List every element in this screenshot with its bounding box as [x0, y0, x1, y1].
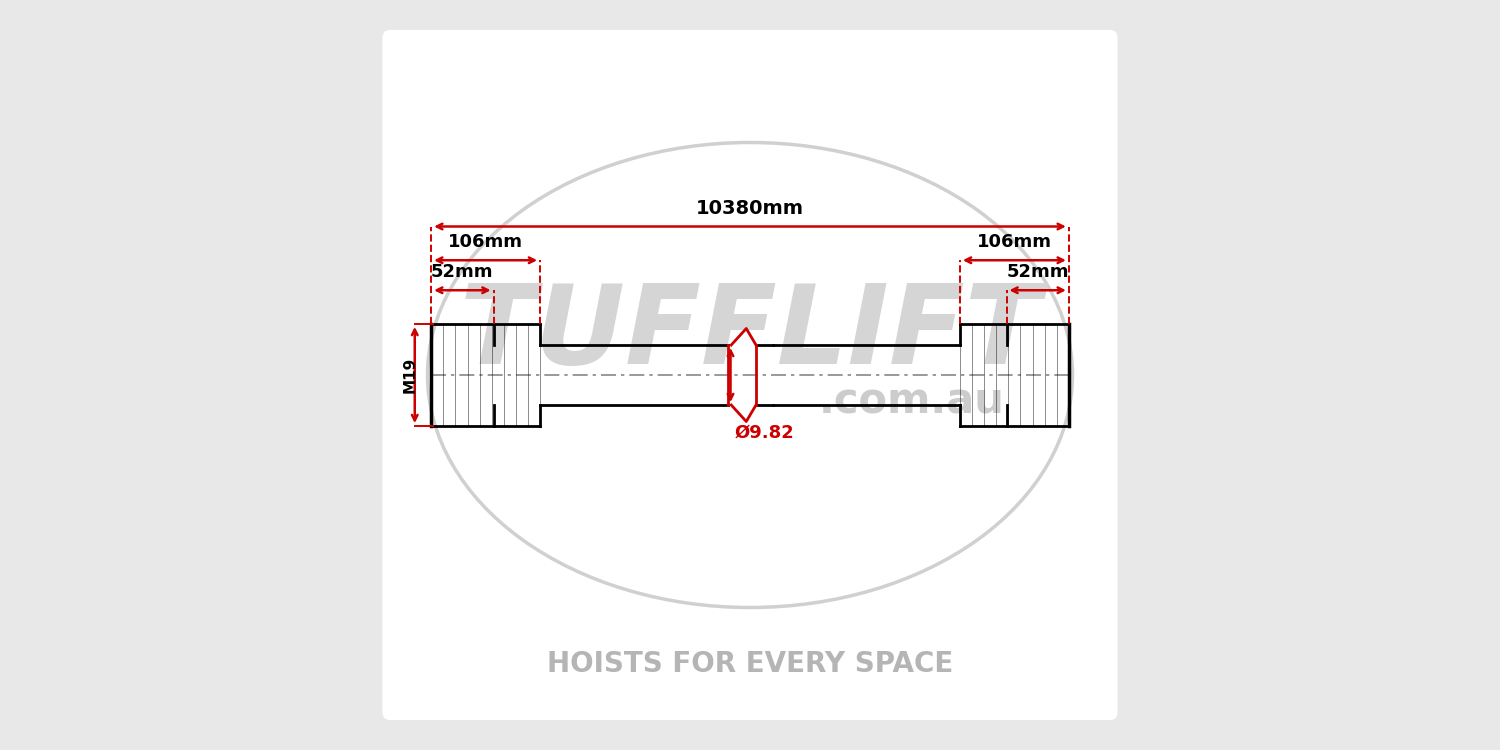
Text: 106mm: 106mm: [448, 233, 524, 251]
Text: 52mm: 52mm: [430, 263, 494, 281]
Text: M19: M19: [402, 357, 417, 393]
Text: HOISTS FOR EVERY SPACE: HOISTS FOR EVERY SPACE: [548, 650, 952, 678]
Text: 10380mm: 10380mm: [696, 199, 804, 217]
Text: 52mm: 52mm: [1007, 263, 1070, 281]
Text: Ø9.82: Ø9.82: [735, 424, 795, 442]
Text: 106mm: 106mm: [976, 233, 1052, 251]
FancyBboxPatch shape: [382, 30, 1118, 720]
Text: .com.au: .com.au: [819, 380, 1004, 422]
Text: TUFFLIFT: TUFFLIFT: [459, 280, 1041, 387]
